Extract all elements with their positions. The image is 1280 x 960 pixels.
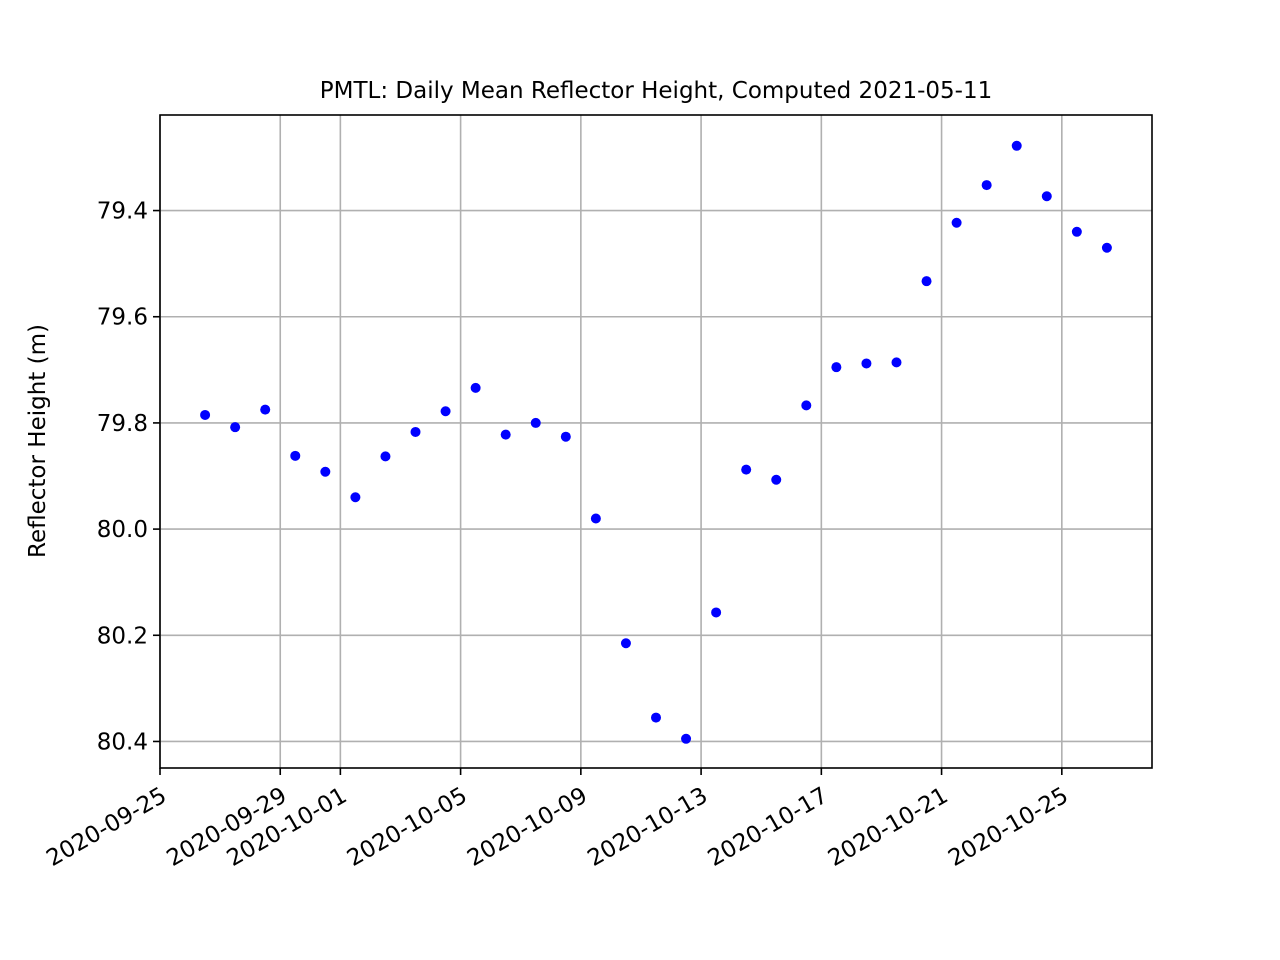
x-tick-label: 2020-10-21 — [824, 783, 953, 872]
data-point — [230, 422, 241, 433]
data-point — [560, 431, 571, 442]
data-point — [470, 382, 481, 393]
y-tick-label: 79.8 — [97, 411, 148, 437]
data-point — [440, 406, 451, 417]
x-tick-label: 2020-10-09 — [463, 783, 592, 872]
x-tick-label: 2020-09-25 — [42, 783, 171, 872]
data-point — [651, 712, 661, 723]
data-point — [771, 474, 782, 485]
y-tick-label: 79.4 — [97, 199, 148, 225]
data-point — [831, 362, 842, 373]
data-point — [711, 607, 722, 618]
x-tick-label: 2020-10-13 — [583, 783, 712, 872]
y-axis: 79.4 79.6 79.8 80.0 80.2 80.4 — [97, 199, 160, 755]
data-point — [951, 217, 962, 228]
data-point — [380, 451, 391, 462]
data-point — [921, 276, 932, 287]
data-point — [741, 464, 752, 475]
y-tick-label: 80.4 — [97, 729, 148, 755]
data-point — [620, 638, 631, 649]
data-point — [981, 180, 992, 191]
data-point — [861, 358, 872, 369]
data-point — [590, 513, 601, 524]
data-point — [1071, 226, 1082, 237]
y-tick-label: 80.0 — [97, 517, 148, 543]
plot-frame — [159, 114, 1153, 769]
data-point — [891, 357, 902, 368]
data-point — [1041, 191, 1052, 202]
data-point — [1101, 242, 1112, 253]
data-point — [681, 733, 692, 744]
x-tick-label: 2020-10-05 — [343, 783, 472, 872]
x-axis: 2020-09-252020-09-292020-10-012020-10-05… — [42, 768, 1073, 872]
data-point — [200, 409, 211, 420]
data-point — [290, 450, 301, 461]
data-point — [801, 400, 812, 411]
data-points — [200, 140, 1112, 744]
data-point — [350, 492, 361, 503]
chart-title: PMTL: Daily Mean Reflector Height, Compu… — [320, 78, 992, 104]
y-tick-label: 80.2 — [97, 623, 148, 649]
data-point — [530, 417, 541, 428]
data-point — [320, 466, 331, 477]
y-axis-label: Reflector Height (m) — [25, 324, 51, 558]
data-point — [500, 429, 511, 440]
data-point — [1011, 140, 1022, 151]
y-tick-label: 79.6 — [97, 305, 148, 331]
x-tick-label: 2020-10-17 — [704, 783, 833, 872]
data-point — [410, 426, 421, 437]
grid — [159, 115, 1152, 768]
x-tick-label: 2020-10-25 — [944, 783, 1073, 872]
data-point — [260, 404, 271, 415]
